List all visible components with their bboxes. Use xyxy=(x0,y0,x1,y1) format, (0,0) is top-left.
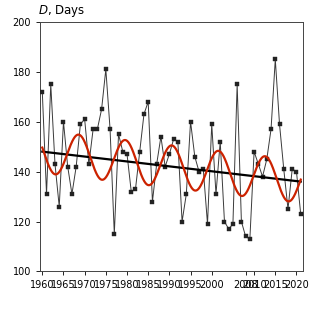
Text: $D$, Days: $D$, Days xyxy=(38,3,85,19)
